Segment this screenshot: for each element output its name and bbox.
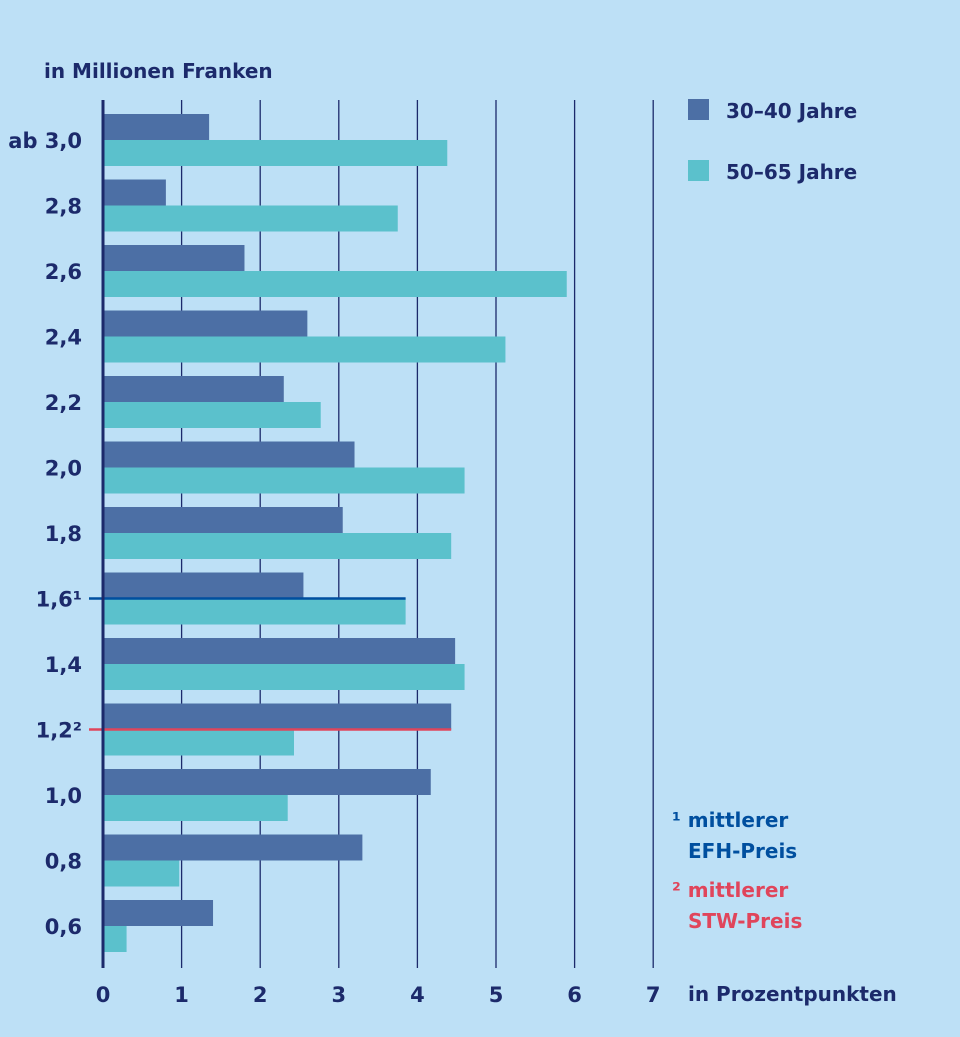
bar-30-40 xyxy=(103,769,431,795)
x-tick-label: 7 xyxy=(646,983,661,1007)
bar-50-65 xyxy=(103,533,452,559)
category-labels: ab 3,0 2,8 2,6 2,4 2,2 2,0 1,8 1,6¹ 1,4 1,2² 1,0 0,… xyxy=(8,129,82,939)
bar-50-65 xyxy=(103,205,398,232)
category-label: 2,4 xyxy=(45,326,82,350)
category-label: ab 3,0 xyxy=(8,129,82,153)
reference-lines xyxy=(89,597,452,731)
bars xyxy=(103,114,567,952)
bar-30-40 xyxy=(103,179,166,206)
bar-30-40 xyxy=(103,310,308,337)
bar-30-40 xyxy=(103,703,452,730)
category-label: 0,8 xyxy=(45,850,82,874)
x-axis-title: in Prozentpunkten xyxy=(688,982,897,1006)
note-text: STW-Preis xyxy=(688,909,802,933)
legend: 30–40 Jahre 50–65 Jahre xyxy=(688,99,857,184)
category-label: 1,2² xyxy=(36,719,82,743)
bar-30-40 xyxy=(103,834,363,861)
bar-30-40 xyxy=(103,900,214,926)
category-label: 1,8 xyxy=(45,522,82,546)
bar-50-65 xyxy=(103,926,127,952)
x-tick-label: 6 xyxy=(567,983,582,1007)
x-tick-label: 0 xyxy=(96,983,111,1007)
note-text: ² mittlerer xyxy=(672,878,788,902)
category-label: 1,0 xyxy=(45,784,82,808)
bar-30-40 xyxy=(103,376,284,402)
category-label: 0,6 xyxy=(45,915,82,939)
x-tick-label: 2 xyxy=(253,983,268,1007)
bar-30-40 xyxy=(103,114,210,140)
category-label: 2,6 xyxy=(45,260,82,284)
note-text: EFH-Preis xyxy=(688,839,797,863)
bar-50-65 xyxy=(103,140,448,166)
legend-label: 50–65 Jahre xyxy=(726,160,857,184)
bar-30-40 xyxy=(103,638,456,664)
legend-label: 30–40 Jahre xyxy=(726,99,857,123)
bar-50-65 xyxy=(103,598,406,625)
legend-swatch xyxy=(688,99,709,120)
bar-50-65 xyxy=(103,795,288,821)
category-label: 2,2 xyxy=(45,391,82,415)
x-tick-label: 4 xyxy=(410,983,425,1007)
x-tick-labels: 0 1 2 3 4 5 6 7 xyxy=(96,983,661,1007)
bar-30-40 xyxy=(103,507,343,533)
bar-50-65 xyxy=(103,271,567,297)
bar-50-65 xyxy=(103,467,465,494)
y-axis-title: in Millionen Franken xyxy=(44,59,273,83)
note-text: ¹ mittlerer xyxy=(672,808,788,832)
notes: ¹ mittlerer EFH-Preis ² mittlerer STW-Preis xyxy=(672,808,802,933)
category-label: 2,0 xyxy=(45,457,82,481)
bar-30-40 xyxy=(103,572,304,599)
x-tick-label: 1 xyxy=(174,983,189,1007)
category-label: 1,6¹ xyxy=(36,588,82,612)
category-label: 1,4 xyxy=(45,653,82,677)
category-label: 2,8 xyxy=(45,195,82,219)
bar-50-65 xyxy=(103,664,465,690)
legend-swatch xyxy=(688,160,709,181)
bar-50-65 xyxy=(103,729,294,756)
bar-50-65 xyxy=(103,336,506,363)
bar-30-40 xyxy=(103,245,245,271)
x-tick-label: 5 xyxy=(489,983,504,1007)
x-tick-label: 3 xyxy=(331,983,346,1007)
bar-50-65 xyxy=(103,860,180,887)
bar-30-40 xyxy=(103,441,355,468)
bar-50-65 xyxy=(103,402,321,428)
